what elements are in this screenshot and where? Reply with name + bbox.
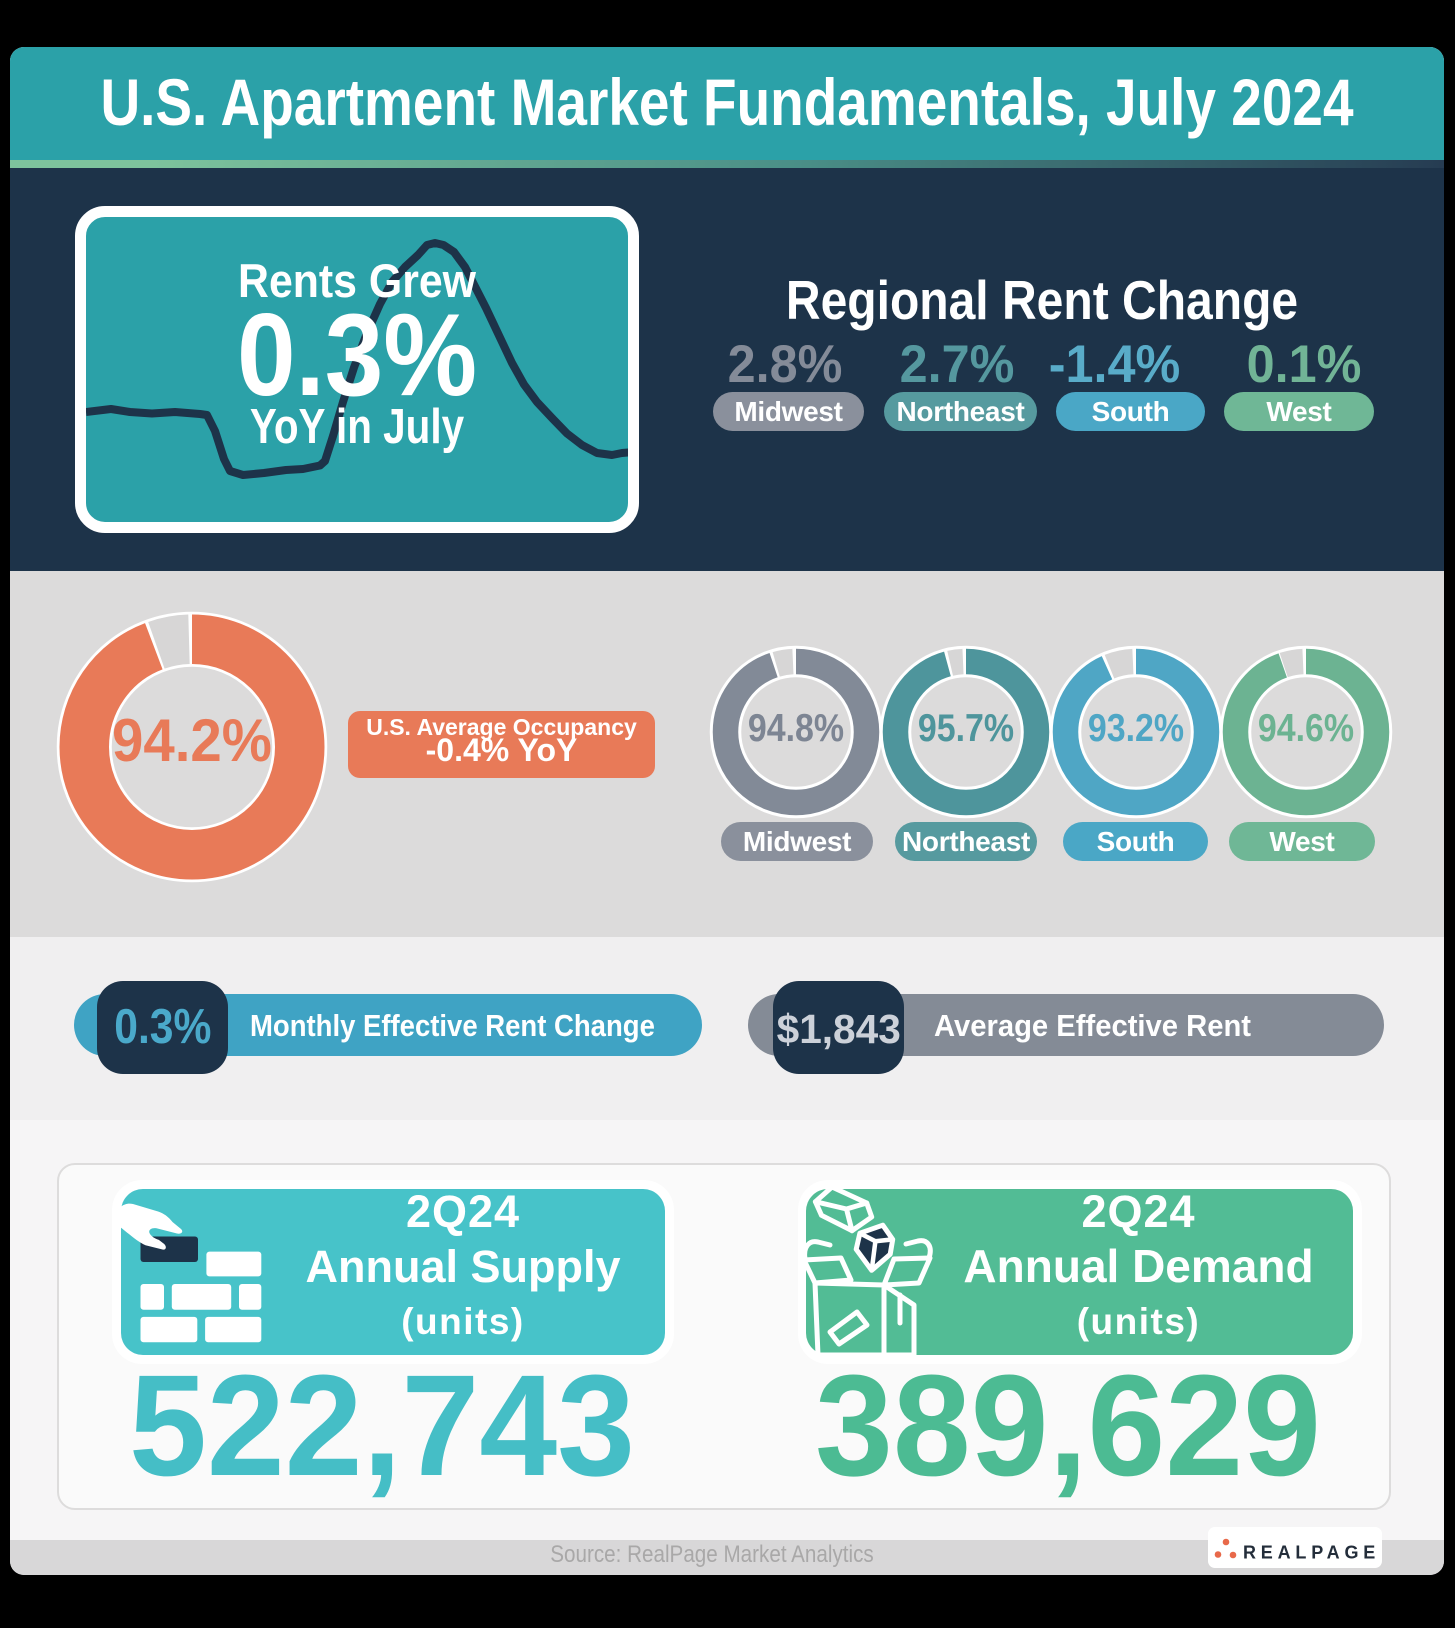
svg-text:REALPAGE: REALPAGE — [1243, 1543, 1380, 1563]
